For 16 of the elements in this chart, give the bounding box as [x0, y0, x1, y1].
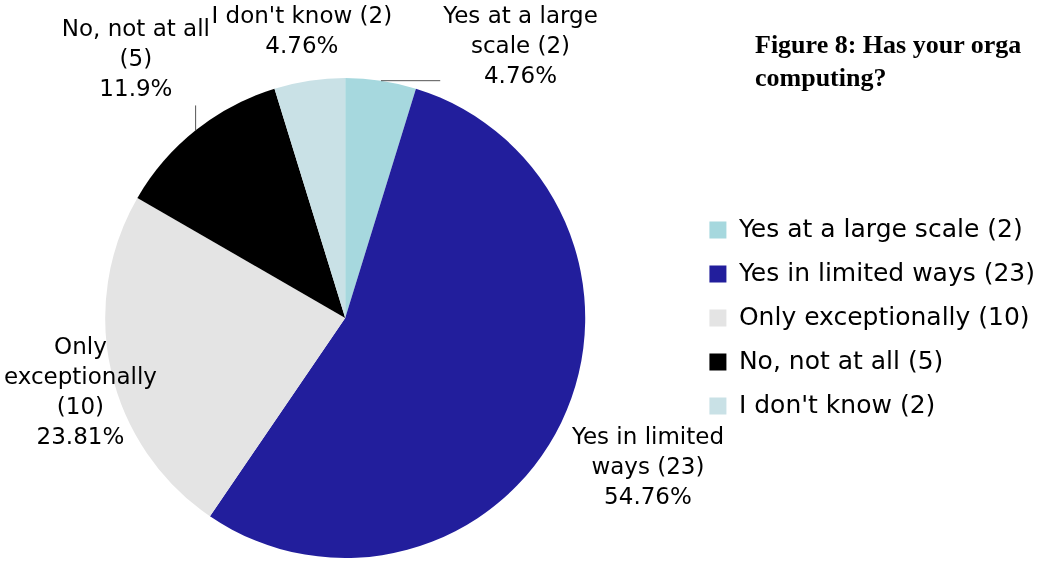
slice-label: I don't know (2)	[211, 1, 393, 28]
legend-label: Only exceptionally (10)	[738, 301, 1030, 331]
legend-label: Yes in limited ways (23)	[737, 257, 1036, 287]
legend-label: No, not at all (5)	[738, 345, 944, 375]
slice-label: No, not at all (5)	[61, 15, 210, 72]
data-label: 23.81%	[36, 422, 125, 449]
data-label: 4.76%	[483, 61, 558, 88]
data-label: 11.9%	[99, 75, 173, 102]
data-label: 4.76%	[265, 31, 339, 58]
slice-label: Yes in limited ways (23)	[570, 422, 724, 479]
legend-label: I don't know (2)	[738, 389, 936, 419]
legend-label: Yes at a large scale (2)	[737, 213, 1023, 243]
text: Figure 8: Has your orga computing?	[755, 29, 1023, 94]
slice-label: Yes at a large scale (2)	[442, 1, 598, 58]
slice-label: Only exceptionally (10)	[3, 332, 157, 419]
data-label: 54.76%	[604, 482, 692, 509]
